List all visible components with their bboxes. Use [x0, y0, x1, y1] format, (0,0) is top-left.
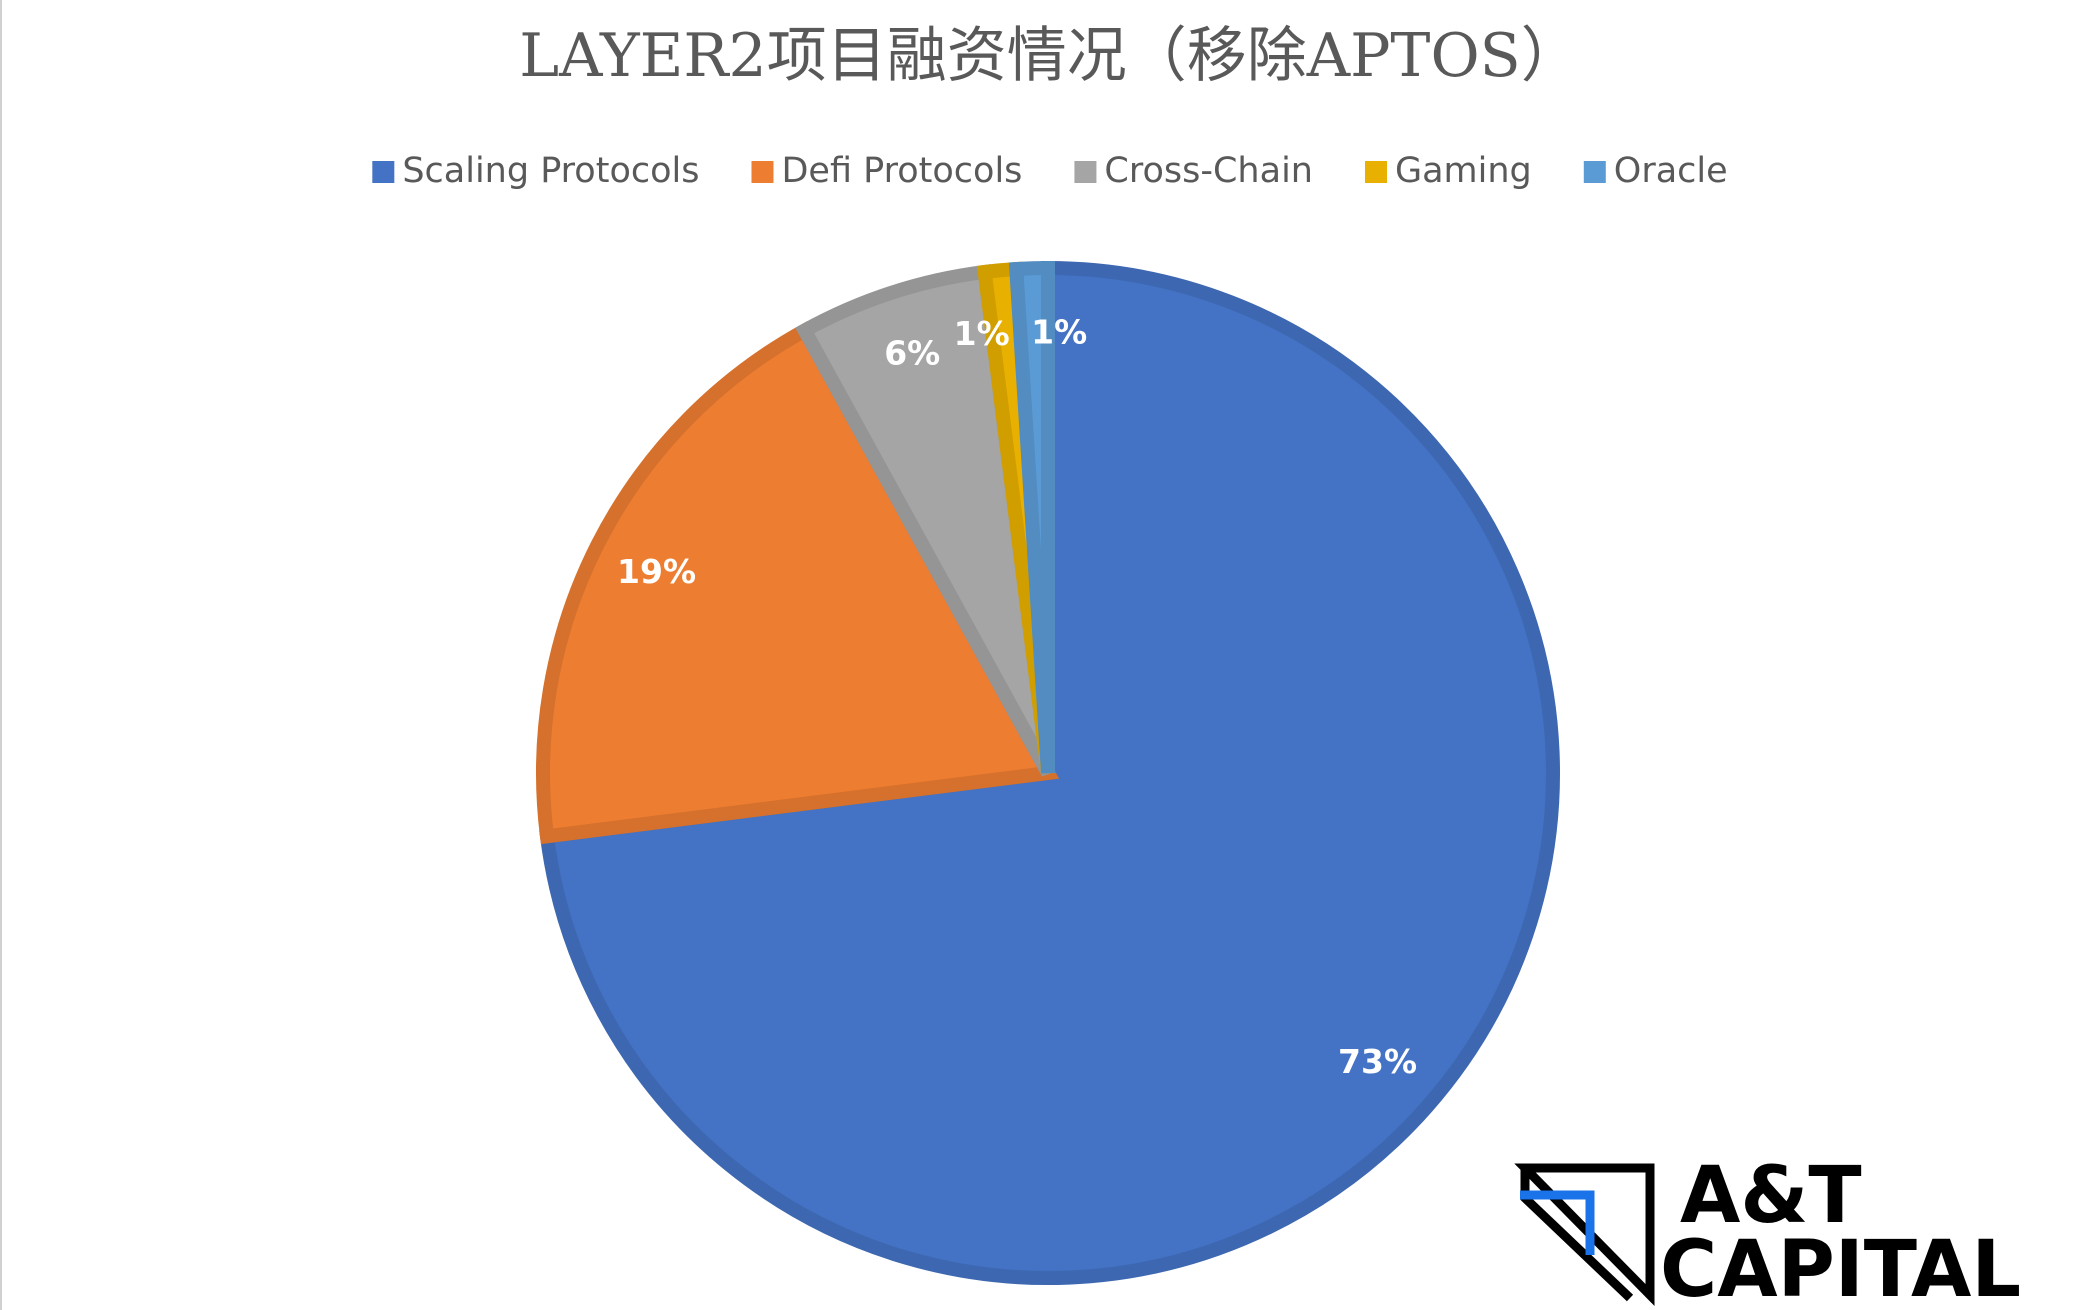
- pie-slice: [1008, 260, 1055, 774]
- pie-slice: [536, 320, 1060, 845]
- legend-label: Scaling Protocols: [402, 151, 699, 191]
- data-label: 1%: [1031, 312, 1087, 351]
- legend-label: Cross-Chain: [1104, 151, 1313, 191]
- logo-text: CAPITAL: [1660, 1225, 2021, 1310]
- data-label: 6%: [884, 334, 940, 373]
- pie-slice: [795, 264, 1055, 777]
- logo-accent: [1520, 1190, 1595, 1255]
- data-label: 73%: [1338, 1042, 1417, 1081]
- legend-label: Oracle: [1614, 151, 1728, 191]
- legend-swatch: [1074, 161, 1097, 183]
- legend-swatch: [1364, 161, 1387, 183]
- logo: A&T CAPITAL: [1514, 1151, 2021, 1310]
- logo-text: A&T: [1680, 1151, 1862, 1241]
- legend-swatch: [751, 161, 774, 183]
- legend-label: Gaming: [1395, 151, 1532, 191]
- chart-title: LAYER2项目融资情况（移除APTOS）: [519, 21, 1581, 91]
- legend-swatch: [372, 161, 395, 183]
- data-label: 1%: [954, 314, 1010, 353]
- legend-swatch: [1583, 161, 1606, 183]
- data-label: 19%: [617, 552, 696, 591]
- legend-label: Defi Protocols: [781, 151, 1022, 191]
